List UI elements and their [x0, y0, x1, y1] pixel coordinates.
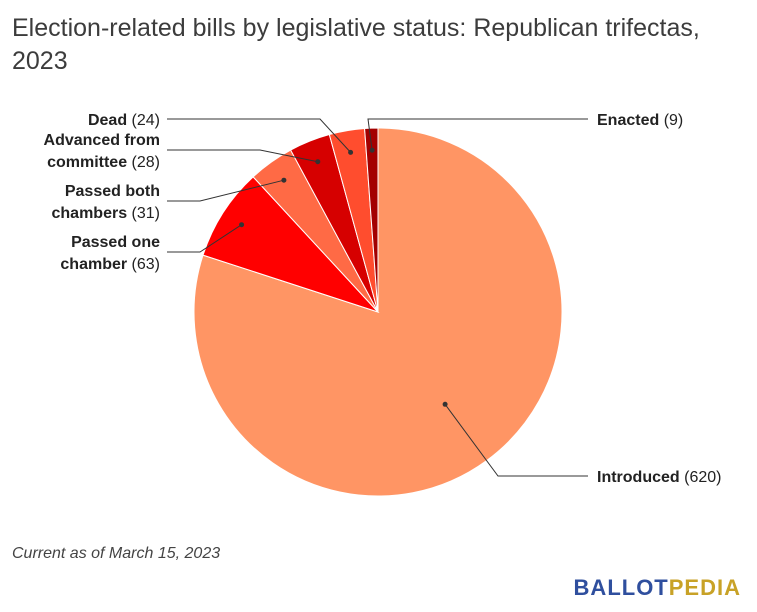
- leader-line-dead: [167, 118, 351, 153]
- pie-slice-introduced: [193, 127, 563, 497]
- leader-dot-enacted: [369, 147, 375, 153]
- logo-part-ballot: BALLOT: [573, 575, 669, 600]
- chart-title: Election-related bills by legislative st…: [12, 14, 700, 75]
- leader-line-passed-both-chambers: [167, 179, 285, 202]
- leader-line-advanced-from-committee: [167, 149, 318, 163]
- slice-label-passed-both-chambers: Passed both chambers (31): [52, 183, 161, 222]
- slice-label-enacted: Enacted (9): [597, 112, 683, 129]
- logo-part-pedia: PEDIA: [668, 575, 741, 600]
- leader-dot-dead: [348, 149, 354, 155]
- slice-label-dead: Dead (24): [88, 112, 160, 129]
- slice-label-passed-one-chamber: Passed one chamber (63): [60, 234, 160, 273]
- ballotpedia-logo: BALLOTPEDIA: [574, 575, 741, 601]
- leader-line-enacted: [367, 118, 588, 151]
- footnote: Current as of March 15, 2023: [12, 545, 221, 562]
- pie-slice-passed-one-chamber: [202, 176, 380, 314]
- leader-line-introduced: [444, 404, 588, 477]
- slice-label-introduced: Introduced (620): [597, 469, 721, 486]
- leader-lines: [167, 118, 588, 477]
- leader-dot-introduced: [442, 401, 448, 407]
- pie-slices: [193, 127, 563, 497]
- leader-line-passed-one-chamber: [167, 224, 242, 253]
- pie-slice-enacted: [364, 127, 379, 313]
- slice-label-advanced-from-committee: Advanced from committee (28): [44, 132, 160, 171]
- leader-dot-passed-both-chambers: [281, 177, 287, 183]
- slice-labels: Introduced (620) Passed one chamber (63) Pa…: [44, 112, 722, 486]
- leader-dot-advanced-from-committee: [315, 159, 321, 165]
- leader-dot-passed-one-chamber: [239, 222, 245, 228]
